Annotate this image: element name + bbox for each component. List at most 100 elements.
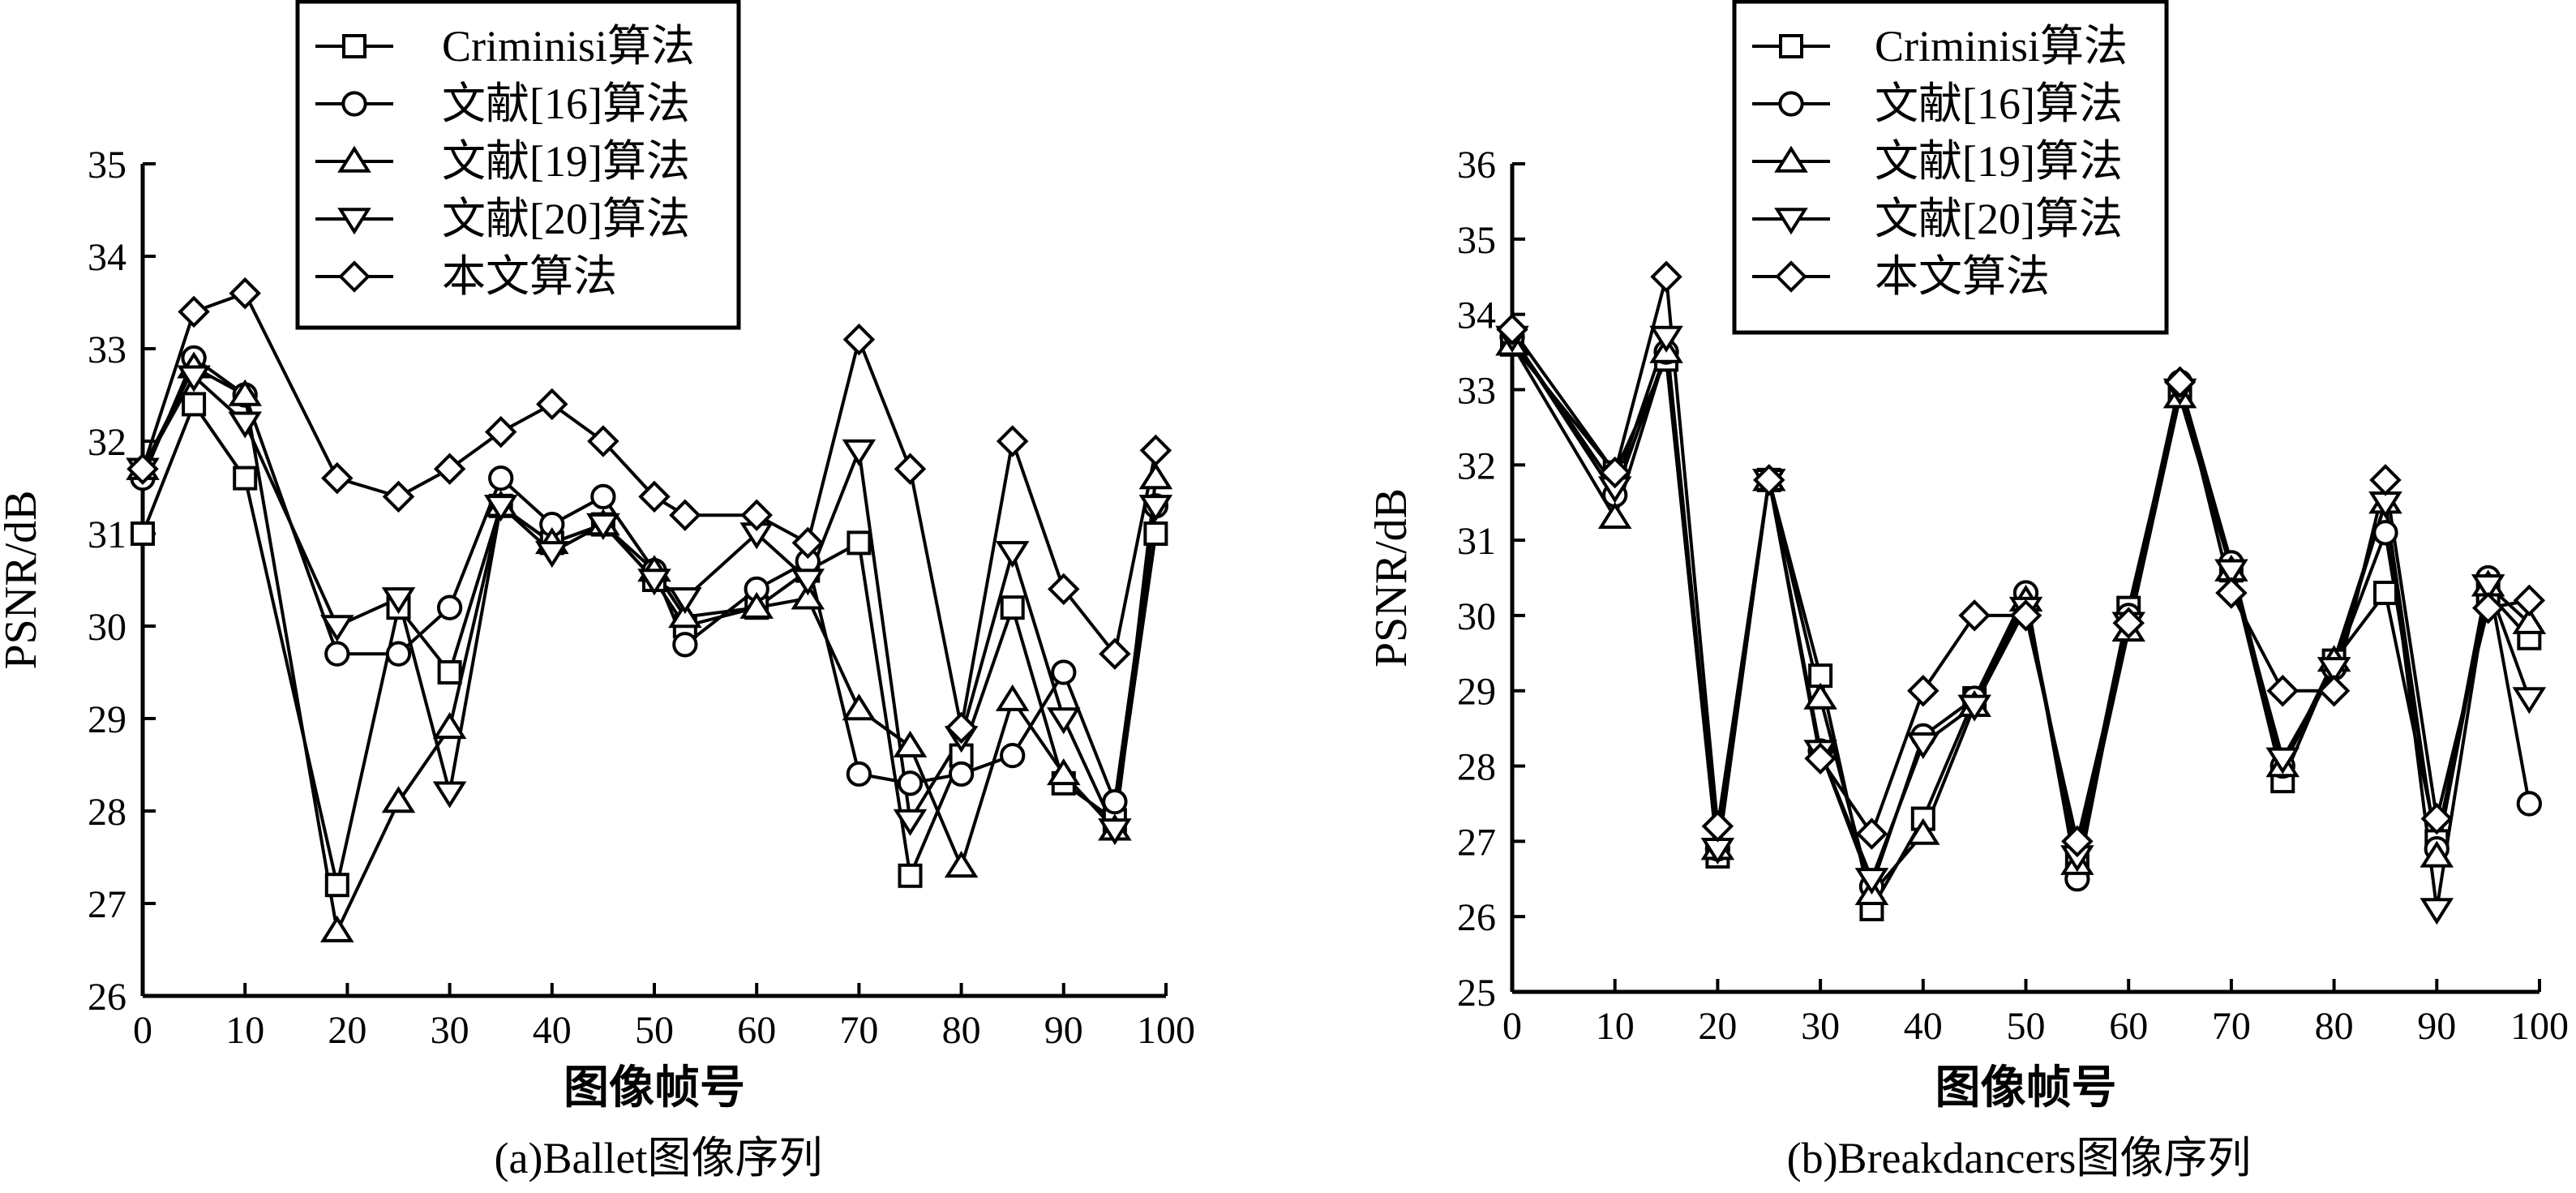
legend-marker [342,34,366,58]
data-point [1958,599,1991,632]
data-point [1906,818,1940,845]
x-axis-label: 图像帧号 [564,1063,745,1114]
data-point [2513,584,2546,617]
x-tick-label: 40 [533,1009,572,1052]
legend-marker [1775,260,1807,293]
x-tick-label: 70 [839,1009,878,1052]
data-point [2420,898,2454,925]
series-line [141,401,1158,886]
data-point [2317,657,2351,684]
data-point [1098,818,1132,846]
y-tick-label: 30 [88,606,126,649]
x-tick-label: 100 [2510,1005,2569,1048]
data-point [586,513,620,540]
data-point [944,851,979,878]
data-point [381,786,416,813]
data-point [1138,462,1173,490]
data-point [2163,366,2197,398]
data-point [1598,456,1631,489]
figure-caption: (a)Ballet图像序列 [495,1134,823,1182]
data-point [894,453,927,485]
data-point [1138,495,1173,522]
chart-breakdancers: 25 26 27 28 29 30 31 32 33 34 35 36 0 10 20 30 40 50 60 70 8… [1366,0,2569,1182]
series-line [1511,276,2530,842]
data-point [385,641,412,667]
y-tick-label: 25 [1457,972,1496,1015]
data-point [791,526,825,560]
y-tick-label: 26 [88,976,126,1019]
data-point [948,761,975,787]
series-line [141,291,1158,728]
legend-label: 文献[20]算法 [1875,195,2123,243]
data-point [233,466,258,491]
x-tick-label: 30 [431,1009,469,1052]
x-tick-label: 10 [1596,1005,1635,1048]
data-point [638,480,671,513]
data-point [324,873,349,898]
data-point [842,693,877,721]
data-point [488,465,514,491]
data-point [1855,818,1888,850]
x-tick-label: 60 [2109,1005,2148,1048]
data-point [2214,559,2248,586]
data-point [996,425,1029,457]
data-point [1047,707,1081,735]
data-point [2266,674,2299,707]
data-point [672,632,698,658]
data-point [1000,595,1025,620]
data-point [1650,260,1682,293]
data-point [995,684,1030,711]
y-tick-label: 30 [1457,595,1496,638]
y-tick-label: 28 [88,791,126,834]
data-point [739,591,774,619]
data-point [1047,758,1081,786]
data-point [2009,599,2042,632]
data-point [1000,742,1026,769]
data-point [177,365,211,393]
data-point [1649,325,1683,353]
y-tick-label: 36 [1457,144,1496,187]
data-point [382,480,415,513]
data-point [1701,810,1734,843]
chart-ballet: 26 27 28 29 30 31 32 33 34 35 0 10 20 30 40 50 60 70 80 90 1… [0,0,1195,1182]
data-point [995,541,1030,569]
data-point [1957,694,1991,722]
data-point [1048,573,1080,606]
x-tick-label: 50 [2007,1005,2046,1048]
legend-marker [1778,91,1804,117]
x-tick-label: 20 [1698,1005,1737,1048]
data-point [437,660,462,684]
data-point [2265,747,2300,775]
data-point [1143,521,1168,546]
data-point [1597,501,1632,529]
data-point [321,461,354,495]
y-tick-label: 29 [1457,671,1496,714]
data-point [433,453,466,485]
series-5 [1511,276,2530,842]
data-point [2516,791,2542,817]
data-point [178,295,210,328]
y-tick-label: 35 [1457,219,1496,262]
series-markers-1 [1500,332,2542,921]
data-point [126,453,159,485]
data-point [2420,802,2454,835]
data-point [791,569,825,596]
legend-marker [1779,34,1803,58]
data-point [320,615,354,642]
data-point [2512,687,2547,715]
y-tick-label: 27 [88,883,126,926]
legend-marker [1774,208,1808,235]
data-point [320,915,354,942]
y-tick-label: 31 [1457,520,1496,563]
data-point [2471,591,2505,624]
data-point [945,711,978,745]
data-point [668,601,702,629]
x-tick-label: 30 [1801,1005,1840,1048]
data-point [2317,674,2351,707]
data-point [2471,574,2505,602]
data-point [1051,659,1077,685]
data-point [893,809,928,836]
data-point [1139,434,1172,467]
x-tick-label: 40 [1904,1005,1943,1048]
data-point [182,392,207,417]
